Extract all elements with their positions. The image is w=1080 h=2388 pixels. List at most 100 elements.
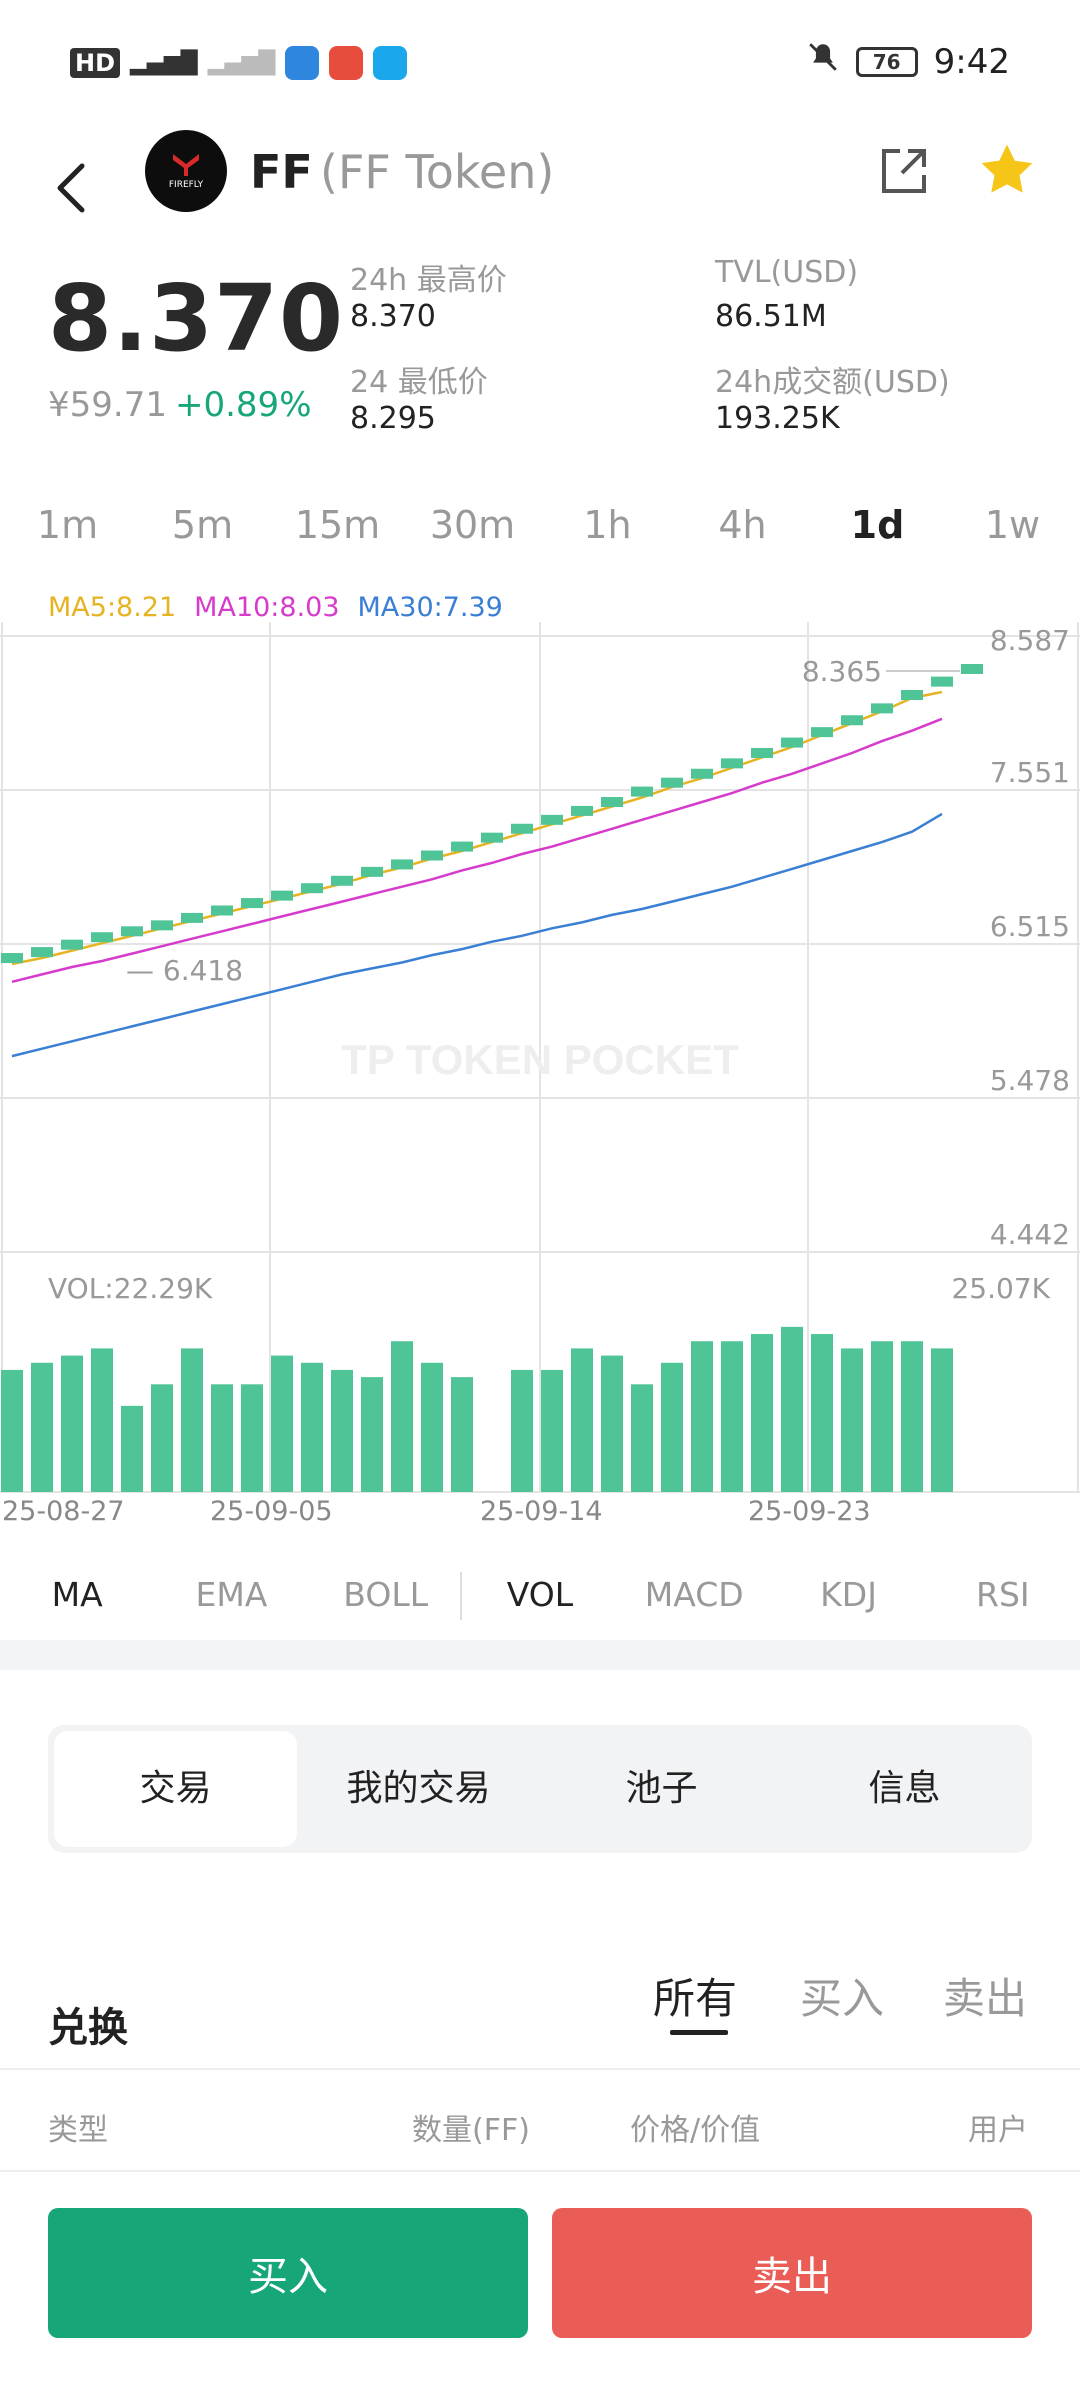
ma-legend: MA5:8.21 MA10:8.03 MA30:7.39 xyxy=(48,592,503,623)
interval-5m[interactable]: 5m xyxy=(171,503,234,547)
candle xyxy=(631,786,653,797)
status-bar: HD ▂▄▆█ ▂▄▆█ 76 9:42 xyxy=(0,0,1080,130)
interval-30m[interactable]: 30m xyxy=(429,503,516,547)
divider xyxy=(0,2068,1080,2070)
volume-bar xyxy=(751,1334,773,1492)
date-label: 25-09-23 xyxy=(748,1496,871,1522)
logo-text: FIREFLY xyxy=(168,180,204,190)
column-price-value: 价格/价值 xyxy=(630,2113,761,2148)
stat-label: 24h 最高价 xyxy=(350,263,507,298)
candle xyxy=(421,850,443,861)
candle xyxy=(151,920,173,931)
interval-1w[interactable]: 1w xyxy=(984,503,1041,547)
indicator-rsi[interactable]: RSI xyxy=(976,1575,1030,1614)
volume-bar xyxy=(631,1384,653,1492)
interval-15m[interactable]: 15m xyxy=(294,503,381,547)
column-type: 类型 xyxy=(48,2113,108,2148)
interval-selector: 1m 5m 15m 30m 1h 4h 1d 1w xyxy=(0,490,1080,560)
candle xyxy=(121,926,143,937)
app-notification-icon xyxy=(329,46,364,80)
price-axis-label: 7.551 xyxy=(990,756,1070,789)
sell-button[interactable]: 卖出 xyxy=(552,2208,1032,2338)
interval-1d[interactable]: 1d xyxy=(850,503,905,547)
filter-all[interactable]: 所有 xyxy=(653,1974,738,2023)
price-chart[interactable]: TP TOKEN POCKET 8.587 7.551 6.515 5.478 4.442… xyxy=(0,622,1080,1522)
volume-label: VOL:22.29K xyxy=(48,1272,213,1305)
volume-bar xyxy=(841,1348,863,1492)
candle xyxy=(601,797,623,808)
candle xyxy=(871,703,893,714)
ma10-line xyxy=(11,717,943,984)
volume-bar xyxy=(1,1369,23,1492)
firefly-logo-icon xyxy=(173,154,199,176)
favorite-star-icon[interactable] xyxy=(975,138,1039,202)
share-button[interactable] xyxy=(876,143,932,199)
ma30-line xyxy=(11,812,943,1058)
candle xyxy=(451,841,473,852)
tab-info[interactable]: 信息 xyxy=(868,1768,941,1809)
candle xyxy=(751,747,773,758)
indicator-kdj[interactable]: KDJ xyxy=(820,1575,877,1614)
volume-bar xyxy=(361,1377,383,1492)
column-user: 用户 xyxy=(968,2113,1028,2148)
stat-value: 86.51M xyxy=(715,299,827,334)
price-cny: ¥59.71 xyxy=(48,385,167,425)
stat-label: 24 最低价 xyxy=(350,365,488,400)
tab-trade[interactable]: 交易 xyxy=(54,1731,297,1847)
volume-bar xyxy=(151,1384,173,1492)
app-notification-icon xyxy=(285,46,320,80)
volume-bar xyxy=(781,1326,803,1492)
volume-bar xyxy=(811,1334,833,1492)
indicator-boll[interactable]: BOLL xyxy=(343,1575,429,1614)
volume-bar xyxy=(541,1369,563,1492)
volume-bar xyxy=(271,1355,293,1492)
volume-bar xyxy=(871,1341,893,1492)
interval-1h[interactable]: 1h xyxy=(583,503,632,547)
indicator-vol[interactable]: VOL xyxy=(506,1575,574,1614)
back-button[interactable] xyxy=(50,148,100,228)
filter-sell[interactable]: 卖出 xyxy=(943,1974,1028,2023)
candle xyxy=(841,715,863,726)
section-divider xyxy=(0,1640,1080,1670)
filter-buy[interactable]: 买入 xyxy=(800,1974,885,2023)
volume-bar xyxy=(61,1355,83,1492)
app-notification-icon xyxy=(373,46,408,80)
candle xyxy=(61,939,83,950)
indicator-divider xyxy=(460,1572,462,1620)
max-price-label: 8.365 xyxy=(802,655,882,688)
candle xyxy=(511,823,533,834)
candle xyxy=(1,953,23,964)
section-tabs: 交易 我的交易 池子 信息 xyxy=(48,1725,1032,1853)
hd-indicator: HD xyxy=(70,48,121,78)
buy-button[interactable]: 买入 xyxy=(48,2208,528,2338)
indicator-macd[interactable]: MACD xyxy=(644,1575,744,1614)
tab-pool[interactable]: 池子 xyxy=(625,1768,698,1809)
volume-bar xyxy=(241,1384,263,1492)
candle xyxy=(361,866,383,877)
signal-weak-icon: ▂▄▆█ xyxy=(207,50,276,76)
volume-bar xyxy=(91,1348,113,1492)
interval-4h[interactable]: 4h xyxy=(718,503,767,547)
date-label: 25-09-14 xyxy=(480,1496,603,1522)
stat-value: 8.295 xyxy=(350,401,436,436)
price-axis-label: 8.587 xyxy=(990,624,1070,657)
candle xyxy=(781,737,803,748)
price-change: +0.89% xyxy=(175,385,312,425)
divider xyxy=(0,2170,1080,2172)
volume-bar xyxy=(421,1362,443,1492)
candle xyxy=(811,727,833,738)
candle xyxy=(271,890,293,901)
stat-24h-low: 24 最低价 8.295 xyxy=(350,357,488,436)
price-axis-label: 4.442 xyxy=(990,1218,1070,1251)
volume-bar xyxy=(601,1355,623,1492)
candle xyxy=(391,859,413,870)
ma10-label: MA10:8.03 xyxy=(194,592,340,623)
candle xyxy=(901,689,923,700)
indicator-ema[interactable]: EMA xyxy=(195,1575,268,1614)
candle xyxy=(181,912,203,923)
interval-1m[interactable]: 1m xyxy=(36,503,99,547)
indicator-ma[interactable]: MA xyxy=(51,1575,103,1614)
tab-my-trades[interactable]: 我的交易 xyxy=(346,1768,491,1809)
status-right: 76 9:42 xyxy=(806,40,1010,83)
candle xyxy=(541,814,563,825)
